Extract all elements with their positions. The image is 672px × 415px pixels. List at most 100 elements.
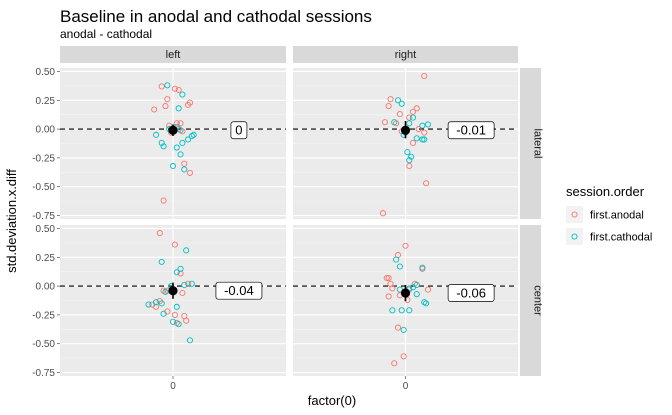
- data-point: [409, 108, 417, 115]
- data-point: [385, 102, 392, 110]
- strip-center-bg: [520, 225, 541, 376]
- data-point: [158, 258, 165, 265]
- data-point: [424, 121, 432, 128]
- data-point: [169, 318, 177, 325]
- data-point: [186, 99, 193, 106]
- strip-right: right: [293, 46, 518, 63]
- data-point: [171, 311, 178, 318]
- data-point: [406, 162, 413, 170]
- panel-left-center: -0.04 0.50 0.25 0.00 -0.25 -0.50 -0.75 0: [32, 224, 286, 392]
- data-point: [169, 162, 177, 170]
- data-point: [419, 136, 426, 143]
- data-point: [185, 280, 192, 287]
- data-point: [391, 119, 398, 126]
- data-point: [415, 126, 422, 133]
- data-point: [188, 132, 195, 140]
- y-tick-label: -0.25: [32, 153, 55, 164]
- strip-left-bg: [60, 46, 286, 63]
- data-point: [183, 247, 190, 254]
- data-point: [177, 270, 184, 277]
- data-point: [424, 286, 432, 293]
- legend-title: session.order: [566, 184, 645, 199]
- data-point: [398, 307, 405, 314]
- data-point: [177, 120, 184, 127]
- strip-lateral-bg: [520, 68, 541, 219]
- data-point: [387, 96, 394, 103]
- data-point: [186, 337, 193, 344]
- data-point: [391, 360, 398, 367]
- y-tick-label: 0.50: [36, 224, 56, 235]
- data-point: [413, 135, 420, 142]
- data-point: [156, 230, 163, 237]
- panel-left-center-mean-point: [168, 286, 178, 296]
- panel-left-lateral-value-label: 0: [235, 123, 242, 138]
- data-point: [406, 114, 413, 121]
- data-point: [177, 151, 184, 158]
- strip-lateral-label: lateral: [532, 129, 544, 159]
- x-tick-label: 0: [170, 381, 176, 392]
- data-point: [181, 281, 188, 288]
- y-tick-label: 0.00: [36, 125, 56, 136]
- strip-right-label: right: [395, 49, 416, 61]
- data-point: [158, 300, 165, 307]
- strip-left-label: left: [166, 49, 181, 61]
- data-point: [398, 100, 405, 107]
- strip-lateral: lateral: [520, 68, 544, 219]
- y-tick-label: -0.50: [32, 182, 55, 193]
- x-tick-label: 0: [403, 381, 409, 392]
- legend-label-first.cathodal: first.cathodal: [590, 232, 652, 244]
- data-point: [175, 105, 182, 112]
- data-point: [423, 180, 430, 187]
- legend-swatch-first.anodal: [571, 211, 578, 218]
- data-point: [408, 153, 415, 160]
- data-point: [171, 241, 178, 248]
- panel-right-center-value-label-box: [447, 284, 495, 302]
- data-point: [173, 144, 180, 151]
- chart-subtitle: anodal - cathodal: [60, 27, 152, 41]
- data-point: [151, 106, 158, 113]
- panel-left-center-value-label-box: [215, 281, 263, 300]
- strip-right-bg: [293, 46, 518, 63]
- panel-left-center-value-label: -0.04: [224, 283, 254, 298]
- data-point: [409, 284, 417, 291]
- data-point: [400, 353, 407, 360]
- data-point: [423, 300, 430, 307]
- data-point: [152, 299, 160, 306]
- data-point: [383, 274, 390, 282]
- data-point: [409, 114, 417, 121]
- legend-swatch-first.cathodal: [571, 233, 578, 240]
- data-point: [379, 210, 387, 217]
- x-axis-title: factor(0): [308, 393, 356, 408]
- legend: session.order first.anodal first.cathodal: [566, 184, 652, 245]
- data-point: [152, 131, 160, 138]
- data-point: [409, 139, 417, 146]
- data-point: [173, 269, 180, 276]
- data-point: [179, 91, 186, 98]
- data-point: [160, 197, 167, 204]
- data-point: [173, 303, 180, 310]
- data-point: [181, 166, 188, 173]
- y-axis-title: std.deviation.x.diff: [4, 169, 19, 273]
- y-tick-label: -0.75: [32, 368, 55, 379]
- data-point: [385, 274, 392, 282]
- data-point: [158, 139, 165, 146]
- chart-title: Baseline in anodal and cathodal sessions: [60, 7, 372, 26]
- data-point: [419, 264, 426, 271]
- data-point: [389, 307, 396, 314]
- data-point: [162, 102, 169, 110]
- data-point: [188, 280, 195, 287]
- y-tick-label: -0.25: [32, 310, 55, 321]
- data-point: [160, 310, 167, 317]
- data-point: [162, 288, 169, 295]
- data-point: [175, 86, 182, 93]
- panel-right-center-mean-point: [400, 288, 411, 298]
- data-point: [406, 157, 413, 164]
- data-point: [413, 105, 420, 112]
- data-point: [389, 285, 396, 292]
- data-point: [394, 97, 402, 104]
- data-point: [164, 82, 171, 89]
- data-point: [179, 289, 186, 297]
- panel-right-center: -0.06 0: [293, 225, 518, 392]
- data-point: [177, 127, 184, 134]
- data-point: [185, 136, 192, 143]
